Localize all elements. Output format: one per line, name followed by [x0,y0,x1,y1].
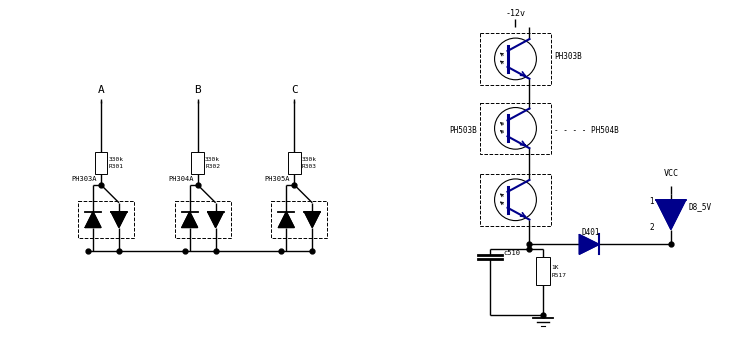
Text: R303: R303 [302,164,317,169]
Bar [191,152,204,174]
Text: A: A [97,85,104,95]
Text: PH305A: PH305A [265,176,291,182]
Text: D401: D401 [581,228,599,237]
Text: R517: R517 [551,273,566,278]
Text: R302: R302 [205,164,220,169]
FancyBboxPatch shape [271,201,327,238]
Text: 1: 1 [649,197,654,206]
FancyBboxPatch shape [479,33,551,85]
Polygon shape [111,212,127,227]
Text: B: B [194,85,201,95]
FancyBboxPatch shape [174,201,230,238]
Text: C: C [291,85,297,95]
Text: VCC: VCC [664,169,679,178]
Polygon shape [208,212,223,227]
Text: -12v: -12v [506,9,525,18]
FancyBboxPatch shape [479,174,551,226]
Text: 330k: 330k [302,157,317,162]
Polygon shape [182,212,198,227]
Bar [94,152,107,174]
Text: c510: c510 [504,250,520,256]
Text: 330k: 330k [205,157,220,162]
Polygon shape [279,212,294,227]
Bar [536,257,550,285]
Text: PH303B: PH303B [554,52,582,62]
Polygon shape [85,212,101,227]
Polygon shape [579,235,599,254]
Text: PH303A: PH303A [72,176,97,182]
Text: 330k: 330k [109,157,124,162]
Polygon shape [304,212,320,227]
Text: 1K: 1K [551,265,559,270]
FancyBboxPatch shape [479,103,551,154]
Text: - - - - PH504B: - - - - PH504B [554,126,619,135]
Text: PH503B: PH503B [449,126,476,135]
FancyBboxPatch shape [78,201,134,238]
Text: PH304A: PH304A [168,176,194,182]
Text: R301: R301 [109,164,124,169]
Text: D8_5V: D8_5V [689,202,712,211]
Bar [288,152,300,174]
Polygon shape [656,200,686,229]
Text: 2: 2 [649,223,654,232]
